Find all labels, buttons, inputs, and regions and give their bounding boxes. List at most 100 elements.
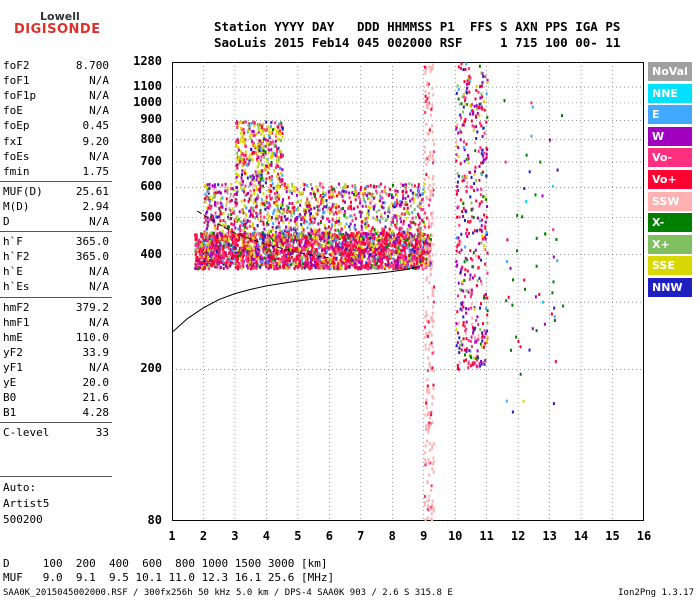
echo-point	[428, 421, 431, 425]
echo-point	[207, 198, 210, 202]
echo-point	[212, 251, 215, 254]
echo-point	[470, 302, 473, 306]
echo-point	[427, 413, 429, 416]
echo-point	[432, 182, 435, 186]
echo-point	[433, 142, 436, 146]
echo-point	[257, 242, 260, 246]
echo-point	[320, 199, 323, 203]
echo-point	[206, 251, 209, 255]
echo-point	[217, 255, 220, 259]
echo-point	[264, 138, 267, 142]
echo-point	[464, 332, 467, 336]
echo-point	[393, 214, 396, 218]
echo-point	[385, 237, 388, 241]
echo-point	[225, 244, 228, 248]
echo-point	[398, 264, 401, 268]
echo-point	[245, 244, 248, 248]
echo-point	[237, 249, 239, 253]
echo-point	[333, 267, 335, 270]
echo-point	[272, 252, 275, 256]
echo-point	[456, 215, 459, 219]
echo-point	[299, 203, 302, 207]
echo-point	[231, 207, 234, 211]
echo-point	[294, 217, 297, 221]
echo-point	[329, 258, 332, 262]
echo-point	[425, 461, 428, 465]
echo-point	[379, 194, 382, 198]
echo-point	[476, 107, 478, 111]
echo-point	[469, 276, 472, 279]
echo-point	[232, 194, 235, 198]
echo-point	[478, 276, 481, 280]
echo-point	[327, 233, 330, 237]
ionogram-plot	[172, 62, 644, 521]
echo-point	[283, 186, 286, 190]
echo-point	[310, 249, 313, 253]
echo-point	[373, 237, 376, 241]
echo-point	[274, 259, 276, 262]
echo-point	[275, 158, 278, 162]
echo-point	[247, 129, 250, 133]
param-key: foEp	[3, 119, 30, 133]
echo-point	[365, 241, 368, 245]
echo-point	[194, 234, 197, 237]
echo-point	[273, 239, 276, 243]
echo-point	[485, 152, 488, 156]
echo-point	[473, 104, 476, 108]
echo-point	[350, 259, 353, 263]
echo-point	[260, 260, 263, 264]
echo-point	[332, 260, 335, 264]
x-tick-label: 6	[325, 529, 333, 543]
echo-point	[286, 217, 289, 221]
echo-point	[337, 219, 340, 223]
echo-point	[278, 185, 281, 189]
echo-point	[367, 197, 369, 200]
echo-point	[225, 262, 228, 265]
echo-point	[328, 192, 331, 196]
echo-point	[384, 230, 387, 234]
echo-point	[481, 107, 484, 111]
echo-point	[312, 236, 315, 240]
echo-point	[260, 128, 263, 132]
echo-point	[240, 126, 243, 130]
echo-point	[208, 182, 211, 186]
echo-point	[353, 192, 355, 196]
echo-point	[271, 182, 274, 186]
echo-point	[464, 329, 467, 333]
echo-point	[391, 196, 393, 199]
echo-point	[301, 246, 304, 250]
echo-point	[246, 243, 249, 247]
echo-point	[338, 241, 341, 245]
echo-point	[427, 320, 430, 324]
echo-point	[371, 227, 374, 231]
echo-point	[380, 235, 383, 239]
echo-point	[369, 233, 372, 237]
echo-point	[411, 211, 414, 214]
echo-point	[284, 248, 287, 252]
echo-point	[243, 228, 246, 231]
echo-point	[225, 254, 228, 258]
echo-point	[299, 240, 302, 244]
echo-point	[284, 262, 287, 266]
echo-point	[414, 258, 417, 262]
echo-point	[479, 96, 482, 100]
echo-point	[323, 236, 326, 240]
echo-point	[402, 245, 405, 249]
echo-point	[241, 243, 244, 247]
echo-point	[313, 220, 316, 224]
echo-point	[419, 193, 421, 197]
y-tick-label: 300	[140, 294, 162, 309]
echo-point	[208, 186, 211, 190]
echo-point	[469, 364, 472, 368]
echo-point	[416, 204, 419, 208]
echo-point	[288, 189, 291, 193]
echo-point	[464, 103, 467, 106]
param-key: hmF2	[3, 300, 30, 314]
echo-point	[471, 109, 474, 113]
echo-point	[462, 315, 465, 319]
echo-point	[332, 212, 335, 216]
echo-point	[291, 202, 294, 205]
echo-point	[308, 209, 311, 213]
echo-point	[271, 175, 273, 178]
echo-point	[250, 121, 253, 125]
